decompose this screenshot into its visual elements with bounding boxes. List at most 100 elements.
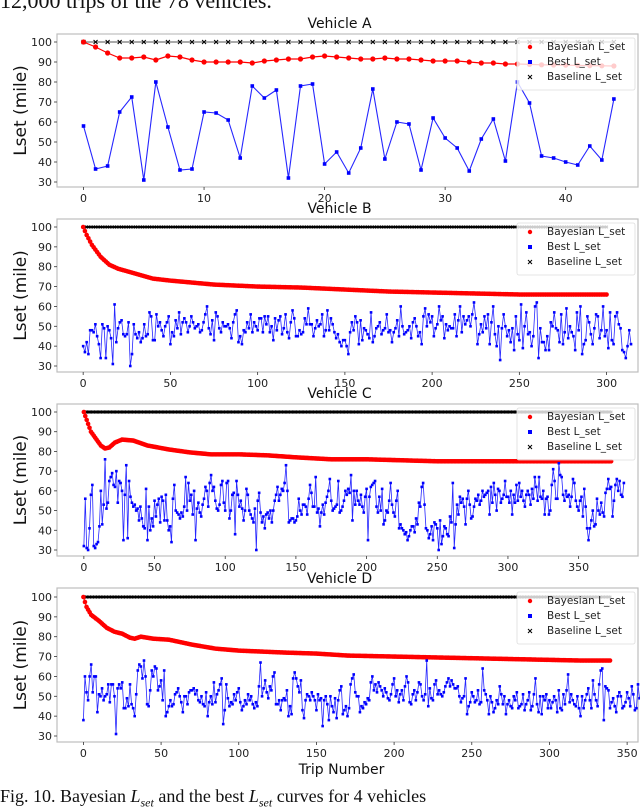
legend-best-marker-icon xyxy=(528,60,532,64)
legend-label: Baseline L_set xyxy=(547,441,622,453)
x-tick-label: 50 xyxy=(154,747,168,760)
legend-label: Bayesian L_set xyxy=(547,226,625,238)
legend-best-marker-icon xyxy=(528,614,532,618)
x-tick-label: 100 xyxy=(247,377,268,390)
bayesian-series xyxy=(80,224,609,297)
legend-baseline-marker-icon xyxy=(527,74,533,80)
legend-baseline-marker-icon xyxy=(527,259,533,265)
caption-middle: and the best xyxy=(153,786,249,806)
x-axis-label: Trip Number xyxy=(298,762,385,778)
x-tick-label: 200 xyxy=(356,561,377,574)
y-tick-label: 70 xyxy=(38,96,52,109)
y-tick-label: 80 xyxy=(38,76,52,89)
x-tick-label: 50 xyxy=(148,561,162,574)
baseline-series xyxy=(81,595,612,599)
chart-vehicle-c: Vehicle C Lset (mile) 30 40 50 60 70 80 90 100 0 50… xyxy=(11,386,639,574)
legend-best-marker-icon xyxy=(528,245,532,249)
chart-vehicle-d: Vehicle D Lset (mile) 30 40 50 60 70 80 90 100 0 50… xyxy=(11,571,640,778)
y-tick-label: 100 xyxy=(31,591,52,604)
y-tick-label: 70 xyxy=(38,651,52,664)
baseline-series xyxy=(81,225,609,229)
chart-title: Vehicle D xyxy=(307,571,372,587)
x-tick-label: 10 xyxy=(197,192,211,205)
best-series xyxy=(82,458,626,552)
y-tick-label: 30 xyxy=(38,544,52,557)
legend-label: Best L_set xyxy=(547,426,601,438)
figure-caption: Fig. 10. Bayesian Lset and the best Lset… xyxy=(0,786,426,811)
y-tick-label: 100 xyxy=(31,221,52,234)
legend-label: Best L_set xyxy=(547,610,601,622)
y-tick-label: 50 xyxy=(38,690,52,703)
legend-bayesian-marker-icon xyxy=(527,44,533,50)
y-tick-label: 100 xyxy=(31,406,52,419)
y-tick-label: 90 xyxy=(38,56,52,69)
y-tick-label: 100 xyxy=(31,36,52,49)
x-tick-label: 350 xyxy=(617,747,638,760)
x-tick-label: 300 xyxy=(497,561,518,574)
y-tick-label: 40 xyxy=(38,156,52,169)
chart-title: Vehicle A xyxy=(307,16,372,32)
x-tick-label: 300 xyxy=(596,377,617,390)
legend-bayesian-marker-icon xyxy=(527,414,533,420)
chart-title: Vehicle C xyxy=(307,386,372,402)
y-tick-label: 50 xyxy=(38,505,52,518)
legend-best-marker-icon xyxy=(528,430,532,434)
legend: Bayesian L_set Best L_set Baseline L_set xyxy=(516,407,636,461)
x-tick-label: 0 xyxy=(80,377,87,390)
caption-suffix: curves for 4 vehicles xyxy=(272,786,427,806)
y-tick-label: 60 xyxy=(38,670,52,683)
y-tick-label: 50 xyxy=(38,320,52,333)
x-tick-label: 20 xyxy=(318,192,332,205)
x-tick-label: 150 xyxy=(306,747,327,760)
chart-vehicle-b: Vehicle B Lset (mile) 30 40 50 60 70 80 90 100 0 50… xyxy=(11,201,639,390)
x-tick-label: 30 xyxy=(438,192,452,205)
legend-label: Best L_set xyxy=(547,241,601,253)
y-tick-label: 40 xyxy=(38,710,52,723)
legend-bayesian-marker-icon xyxy=(527,598,533,604)
best-series xyxy=(82,659,640,736)
y-tick-label: 40 xyxy=(38,524,52,537)
legend-label: Bayesian L_set xyxy=(547,595,625,607)
y-tick-label: 30 xyxy=(38,176,52,189)
x-tick-label: 50 xyxy=(163,377,177,390)
y-tick-label: 60 xyxy=(38,116,52,129)
legend-baseline-marker-icon xyxy=(527,444,533,450)
x-tick-label: 40 xyxy=(559,192,573,205)
y-tick-label: 60 xyxy=(38,485,52,498)
y-axis-label: Lset (mile) xyxy=(11,65,31,156)
legend-baseline-marker-icon xyxy=(527,628,533,634)
caption-symbol-2: Lset xyxy=(248,786,273,810)
preceding-body-text: 12,000 trips of the 78 vehicles. xyxy=(0,0,272,13)
x-tick-label: 0 xyxy=(80,561,87,574)
chart-vehicle-a: Vehicle A Lset (mile) 30 40 50 60 70 80 90 100 0 10… xyxy=(11,16,639,205)
x-tick-label: 200 xyxy=(422,377,443,390)
y-tick-label: 80 xyxy=(38,261,52,274)
legend: Bayesian L_set Best L_set Baseline L_set xyxy=(516,37,636,91)
y-tick-label: 40 xyxy=(38,340,52,353)
chart-title: Vehicle B xyxy=(307,201,371,217)
legend-label: Baseline L_set xyxy=(547,256,622,268)
legend-bayesian-marker-icon xyxy=(527,229,533,235)
y-tick-label: 50 xyxy=(38,136,52,149)
caption-symbol-1: Lset xyxy=(130,786,154,810)
y-tick-label: 30 xyxy=(38,360,52,373)
y-axis-label: Lset (mile) xyxy=(11,250,31,341)
y-axis-label: Lset (mile) xyxy=(11,435,31,526)
y-tick-label: 80 xyxy=(38,631,52,644)
x-tick-label: 300 xyxy=(539,747,560,760)
x-tick-label: 0 xyxy=(80,192,87,205)
x-tick-label: 250 xyxy=(461,747,482,760)
x-tick-label: 100 xyxy=(228,747,249,760)
legend-label: Bayesian L_set xyxy=(547,41,625,53)
legend: Bayesian L_set Best L_set Baseline L_set xyxy=(516,222,636,276)
x-tick-label: 150 xyxy=(285,561,306,574)
legend-label: Baseline L_set xyxy=(547,625,622,637)
x-tick-label: 100 xyxy=(215,561,236,574)
y-tick-label: 70 xyxy=(38,465,52,478)
y-tick-label: 70 xyxy=(38,281,52,294)
y-tick-label: 80 xyxy=(38,445,52,458)
x-tick-label: 150 xyxy=(334,377,355,390)
best-series xyxy=(81,301,633,368)
caption-prefix: Fig. 10. Bayesian xyxy=(0,786,131,806)
